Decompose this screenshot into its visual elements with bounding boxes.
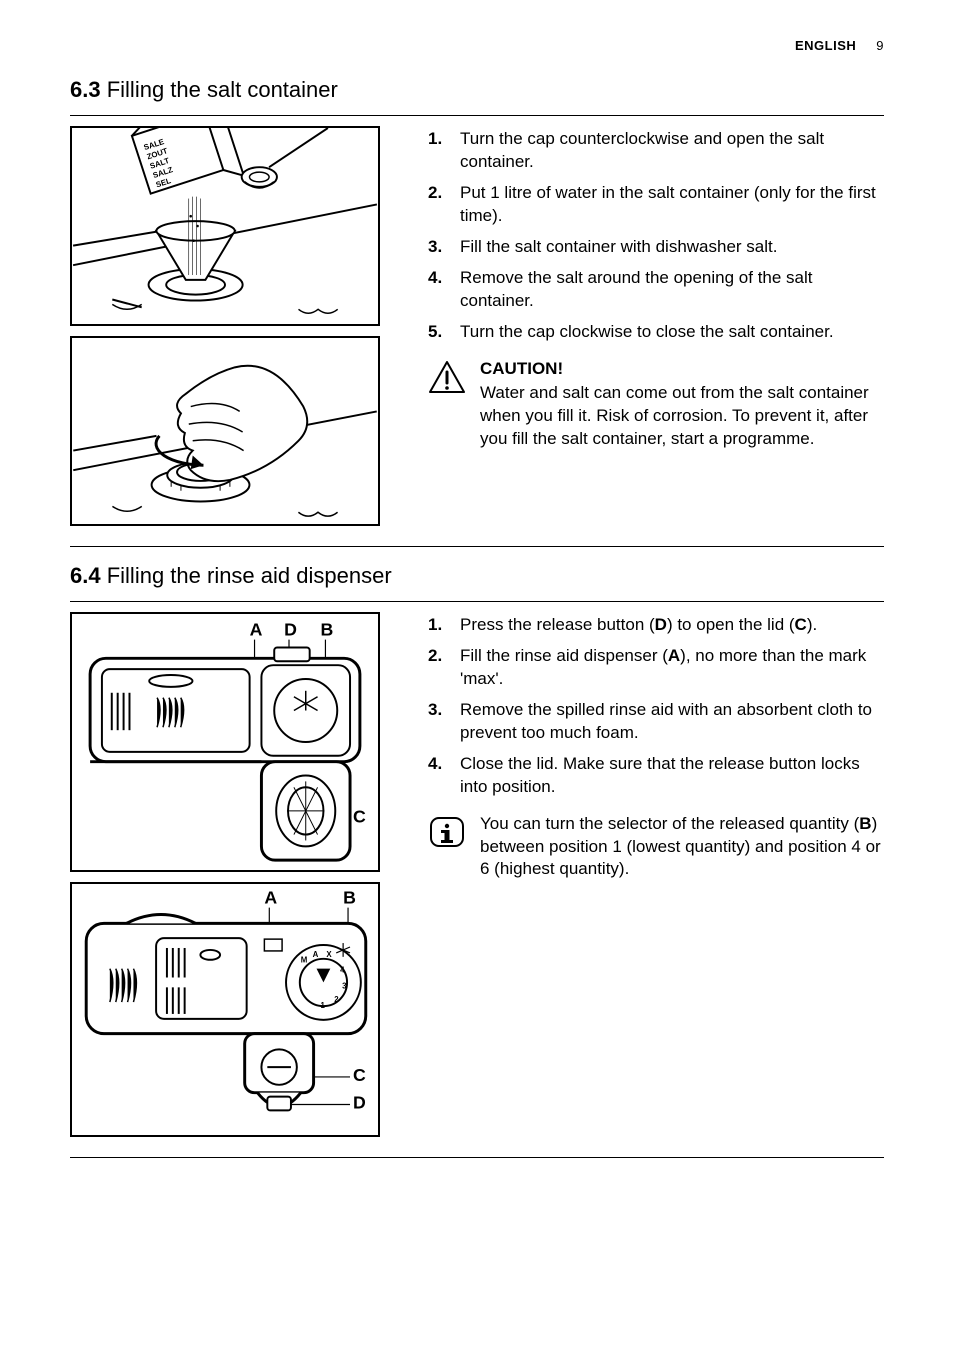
section-6-4-heading: Filling the rinse aid dispenser (107, 563, 392, 588)
step-item: Remove the salt around the opening of th… (428, 267, 884, 313)
illus-dispenser-1: A D B C (70, 612, 380, 872)
section-6-4-illustrations: A D B C (70, 612, 400, 1147)
header-page-number: 9 (876, 38, 884, 53)
section-6-3-illustrations: SALE ZOUT SALT SALZ SEL (70, 126, 400, 536)
illus-salt-pour: SALE ZOUT SALT SALZ SEL (70, 126, 380, 326)
step-item: Fill the rinse aid dispenser (A), no mor… (428, 645, 884, 691)
step-item: Turn the cap counterclockwise and open t… (428, 128, 884, 174)
info-icon (428, 815, 466, 849)
info-body: You can turn the selector of the release… (480, 813, 884, 882)
svg-text:B: B (321, 620, 334, 640)
step-item: Remove the spilled rinse aid with an abs… (428, 699, 884, 745)
section-6-3-rule-bottom (70, 546, 884, 547)
svg-text:C: C (353, 807, 366, 827)
caution-body: CAUTION! Water and salt can come out fro… (480, 358, 884, 452)
caution-title: CAUTION! (480, 358, 884, 381)
section-6-3-steps: Turn the cap counterclockwise and open t… (428, 128, 884, 344)
section-6-3-number: 6.3 (70, 77, 101, 102)
step-item: Press the release button (D) to open the… (428, 614, 884, 637)
section-6-3-body: SALE ZOUT SALT SALZ SEL (70, 126, 884, 536)
section-6-4-text: Press the release button (D) to open the… (428, 612, 884, 1147)
step-item: Close the lid. Make sure that the releas… (428, 753, 884, 799)
page-header: ENGLISH 9 (70, 38, 884, 53)
svg-text:4: 4 (340, 966, 345, 975)
section-6-4-title: 6.4 Filling the rinse aid dispenser (70, 563, 884, 589)
section-6-3-text: Turn the cap counterclockwise and open t… (428, 126, 884, 536)
section-6-3-heading: Filling the salt container (107, 77, 338, 102)
step-item: Turn the cap clockwise to close the salt… (428, 321, 884, 344)
svg-text:A: A (250, 620, 263, 640)
svg-text:A: A (264, 888, 277, 908)
caution-icon (428, 360, 466, 394)
section-6-4-rule (70, 601, 884, 602)
caution-callout: CAUTION! Water and salt can come out fro… (428, 358, 884, 452)
svg-text:X: X (326, 950, 332, 959)
svg-text:A: A (313, 950, 319, 959)
svg-text:1: 1 (320, 1001, 325, 1010)
illus-salt-close (70, 336, 380, 526)
svg-text:D: D (353, 1092, 366, 1112)
section-6-4-number: 6.4 (70, 563, 101, 588)
svg-text:M: M (301, 956, 308, 965)
step-item: Fill the salt container with dishwasher … (428, 236, 884, 259)
svg-text:2: 2 (334, 995, 339, 1004)
section-6-4-steps: Press the release button (D) to open the… (428, 614, 884, 799)
info-callout: You can turn the selector of the release… (428, 813, 884, 882)
caution-text: Water and salt can come out from the sal… (480, 382, 884, 451)
svg-text:D: D (284, 620, 297, 640)
svg-text:B: B (343, 888, 356, 908)
section-6-4-body: A D B C (70, 612, 884, 1147)
section-6-3-rule (70, 115, 884, 116)
svg-text:C: C (353, 1065, 366, 1085)
step-item: Put 1 litre of water in the salt contain… (428, 182, 884, 228)
header-language: ENGLISH (795, 38, 856, 53)
illus-dispenser-2: A B C D (70, 882, 380, 1137)
section-6-3-title: 6.3 Filling the salt container (70, 77, 884, 103)
svg-text:3: 3 (342, 981, 347, 990)
section-6-4-rule-bottom (70, 1157, 884, 1158)
